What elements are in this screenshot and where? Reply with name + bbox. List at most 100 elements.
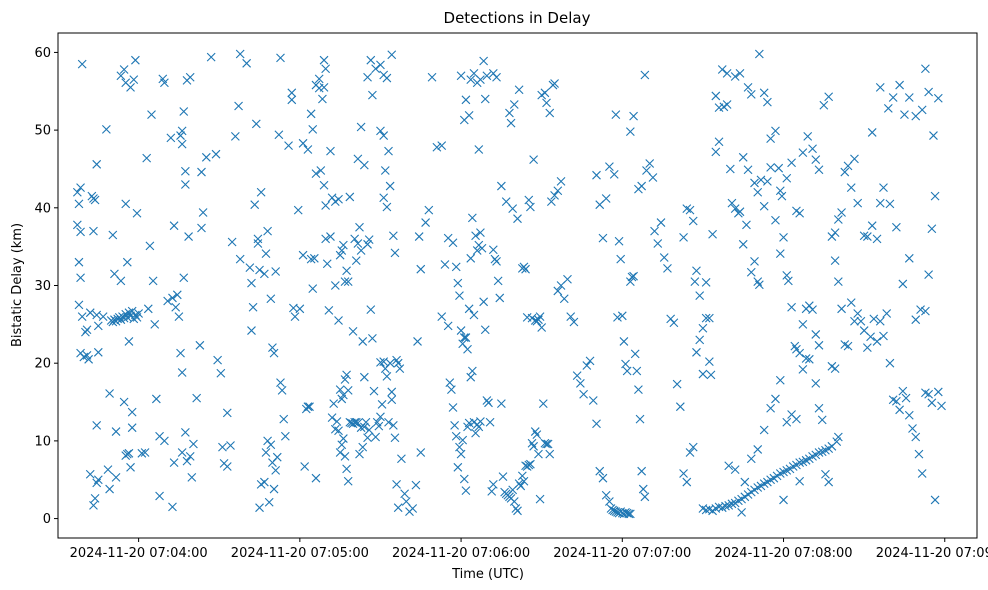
data-point: [319, 55, 329, 65]
data-point: [185, 72, 195, 82]
data-point: [172, 290, 182, 300]
data-point: [754, 49, 764, 59]
data-point: [904, 253, 914, 263]
data-point: [127, 407, 137, 417]
data-point: [645, 159, 655, 168]
data-point: [343, 476, 353, 486]
data-point: [756, 175, 766, 185]
data-point: [335, 448, 345, 457]
data-point: [572, 371, 582, 381]
data-point: [908, 424, 917, 433]
data-point: [393, 503, 403, 513]
data-point: [380, 166, 390, 175]
data-point: [461, 333, 471, 342]
data-point: [753, 187, 763, 197]
data-point: [155, 491, 164, 501]
data-markers: [72, 49, 946, 519]
data-point: [742, 220, 751, 230]
data-point: [337, 246, 347, 255]
data-point: [400, 489, 410, 499]
data-point: [376, 126, 385, 136]
data-point: [727, 198, 737, 208]
data-point: [303, 145, 313, 154]
data-point: [451, 431, 461, 441]
data-point: [833, 215, 843, 224]
data-point: [795, 208, 805, 218]
data-point: [408, 504, 418, 513]
y-tick-label: 40: [34, 201, 51, 216]
data-point: [124, 337, 134, 346]
data-point: [371, 432, 381, 442]
data-point: [695, 291, 705, 300]
data-point: [85, 469, 95, 479]
data-point: [911, 315, 921, 325]
data-point: [853, 198, 863, 208]
data-point: [592, 419, 601, 429]
data-point: [743, 82, 753, 92]
data-point: [74, 300, 84, 310]
data-point: [335, 250, 345, 260]
data-point: [529, 441, 539, 451]
chart-title: Detections in Delay: [444, 9, 591, 27]
data-point: [327, 413, 337, 422]
data-point: [532, 430, 542, 440]
data-point: [266, 294, 276, 304]
data-point: [692, 347, 701, 357]
data-point: [387, 50, 397, 60]
data-point: [311, 473, 321, 483]
data-point: [416, 448, 426, 457]
data-point: [779, 495, 788, 505]
y-axis-label: Bistatic Delay (km): [10, 223, 25, 347]
data-point: [340, 452, 350, 461]
data-point: [259, 269, 269, 279]
data-point: [280, 431, 290, 441]
data-point: [216, 368, 226, 378]
data-point: [148, 276, 158, 286]
data-point: [698, 323, 708, 333]
data-point: [775, 186, 785, 196]
data-point: [917, 469, 927, 478]
data-point: [492, 72, 501, 82]
data-point: [366, 305, 376, 314]
data-point: [634, 385, 643, 394]
data-point: [466, 75, 476, 85]
data-point: [363, 433, 372, 443]
data-point: [189, 439, 198, 449]
data-point: [371, 64, 381, 74]
data-point: [621, 359, 630, 369]
data-point: [98, 312, 108, 321]
data-point: [856, 316, 866, 326]
data-point: [177, 126, 187, 136]
data-point: [121, 199, 131, 209]
data-point: [90, 195, 100, 205]
data-point: [704, 357, 714, 367]
data-point: [353, 239, 363, 248]
data-point: [921, 64, 930, 74]
data-point: [730, 465, 740, 475]
data-point: [803, 131, 813, 141]
data-point: [521, 264, 530, 274]
data-point: [506, 118, 516, 128]
data-point: [759, 88, 769, 98]
data-point: [142, 153, 152, 163]
data-point: [382, 202, 392, 212]
data-point: [201, 152, 211, 162]
data-point: [933, 387, 943, 397]
data-point: [330, 281, 340, 290]
data-point: [455, 442, 464, 452]
data-point: [754, 280, 764, 290]
data-point: [474, 145, 484, 154]
data-point: [542, 439, 551, 449]
data-point: [704, 313, 714, 323]
data-point: [808, 144, 817, 154]
data-point: [353, 418, 363, 428]
data-point: [476, 228, 485, 238]
data-point: [355, 222, 364, 232]
data-point: [222, 408, 232, 418]
data-point: [850, 316, 859, 326]
data-point: [898, 279, 908, 289]
data-point: [775, 249, 785, 259]
x-axis-ticks: 2024-11-20 07:04:00 2024-11-20 07:05:00 20…: [70, 538, 988, 561]
data-point: [538, 399, 548, 408]
data-point: [255, 503, 264, 513]
